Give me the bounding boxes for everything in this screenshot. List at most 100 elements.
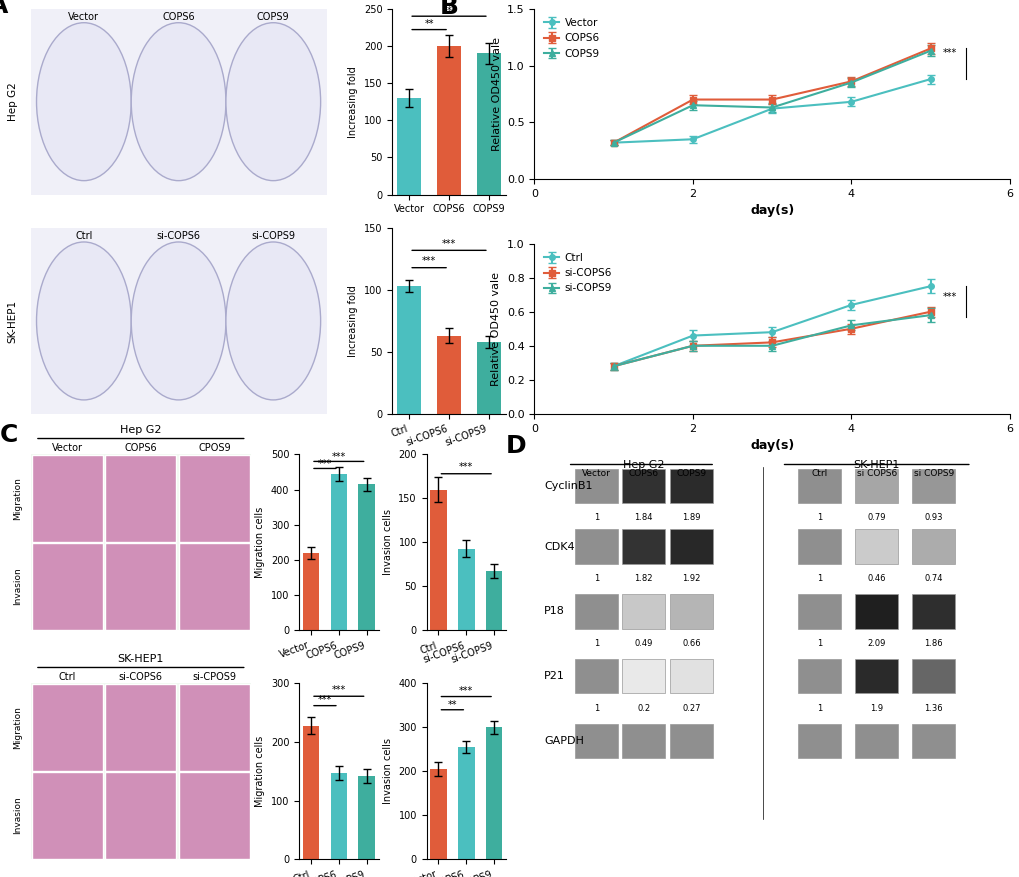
Text: 1.86: 1.86 — [923, 638, 943, 648]
X-axis label: day(s): day(s) — [749, 439, 794, 453]
Bar — [798, 594, 841, 629]
Bar — [485, 571, 501, 631]
Bar — [855, 530, 897, 564]
Bar — [437, 46, 461, 195]
Bar — [105, 684, 176, 771]
Bar — [911, 659, 954, 694]
Text: P21: P21 — [543, 671, 565, 681]
Text: Hep G2: Hep G2 — [8, 82, 17, 121]
Text: COPS9: COPS9 — [257, 11, 289, 22]
Bar — [855, 468, 897, 503]
Bar — [330, 773, 346, 859]
Y-axis label: Migration cells: Migration cells — [255, 507, 265, 578]
Text: Ctrl: Ctrl — [75, 231, 93, 241]
Text: 0.27: 0.27 — [682, 703, 700, 712]
Bar — [430, 769, 446, 859]
Text: Invasion: Invasion — [13, 796, 21, 834]
Bar — [178, 455, 250, 542]
Legend: Vector, COPS6, COPS9: Vector, COPS6, COPS9 — [539, 14, 603, 63]
Bar — [911, 468, 954, 503]
Text: 1: 1 — [816, 703, 821, 712]
Text: si-CPOS9: si-CPOS9 — [193, 672, 236, 681]
Text: COPS6: COPS6 — [628, 468, 658, 478]
Text: SK-HEP1: SK-HEP1 — [117, 654, 164, 664]
Bar — [798, 530, 841, 564]
X-axis label: day(s): day(s) — [749, 204, 794, 217]
Text: GAPDH: GAPDH — [543, 736, 583, 746]
Ellipse shape — [131, 23, 225, 181]
Text: ***: *** — [422, 256, 436, 266]
Y-axis label: Invasion cells: Invasion cells — [382, 510, 392, 575]
Text: P18: P18 — [543, 606, 565, 617]
Y-axis label: Relative OD450 vale: Relative OD450 vale — [491, 37, 501, 151]
Bar — [855, 594, 897, 629]
Bar — [798, 724, 841, 759]
Text: SK-HEP1: SK-HEP1 — [8, 299, 17, 343]
Text: COPS6: COPS6 — [162, 11, 195, 22]
Text: 0.49: 0.49 — [634, 638, 652, 648]
Bar — [622, 724, 664, 759]
Bar — [669, 659, 712, 694]
Text: 1: 1 — [593, 638, 598, 648]
Y-axis label: Invasion cells: Invasion cells — [382, 738, 392, 804]
Bar — [485, 727, 501, 859]
Bar — [575, 659, 618, 694]
Text: COPS9: COPS9 — [676, 468, 706, 478]
Text: CPOS9: CPOS9 — [198, 443, 230, 453]
Bar — [32, 773, 103, 859]
Bar — [458, 747, 474, 859]
Text: ***: *** — [942, 292, 956, 302]
Bar — [430, 489, 446, 631]
Text: si-COPS9: si-COPS9 — [251, 231, 294, 241]
Bar — [105, 455, 176, 542]
Text: 1.92: 1.92 — [682, 574, 700, 583]
Bar — [669, 530, 712, 564]
Bar — [911, 724, 954, 759]
Bar — [669, 594, 712, 629]
Bar — [911, 594, 954, 629]
Text: 1.9: 1.9 — [869, 703, 882, 712]
Bar — [855, 724, 897, 759]
Bar — [477, 342, 500, 414]
Text: si COPS9: si COPS9 — [913, 468, 953, 478]
Text: ***: *** — [441, 239, 455, 248]
Bar — [575, 468, 618, 503]
Bar — [622, 468, 664, 503]
Text: **: ** — [424, 19, 433, 29]
Text: Vector: Vector — [68, 11, 99, 22]
Bar — [911, 530, 954, 564]
Bar — [458, 549, 474, 631]
Bar — [437, 336, 461, 414]
Text: C: C — [0, 423, 18, 446]
Text: ***: *** — [459, 462, 473, 472]
Text: 0.66: 0.66 — [682, 638, 700, 648]
Bar — [178, 544, 250, 630]
Text: A: A — [0, 0, 8, 18]
Bar — [622, 659, 664, 694]
Text: COPS6: COPS6 — [124, 443, 157, 453]
Text: ***: *** — [318, 459, 332, 468]
Y-axis label: Increasing fold: Increasing fold — [348, 285, 358, 357]
Text: 0.46: 0.46 — [866, 574, 886, 583]
Bar — [798, 468, 841, 503]
Bar — [32, 455, 103, 542]
Text: 0.2: 0.2 — [637, 703, 650, 712]
Text: **: ** — [447, 700, 457, 709]
Bar — [575, 530, 618, 564]
Ellipse shape — [225, 23, 320, 181]
Text: 1.89: 1.89 — [682, 513, 700, 522]
Text: ***: *** — [318, 695, 332, 705]
Y-axis label: Migration cells: Migration cells — [255, 736, 265, 807]
Text: CyclinB1: CyclinB1 — [543, 481, 592, 491]
Bar — [358, 776, 375, 859]
Text: D: D — [505, 434, 526, 458]
Bar — [396, 286, 421, 414]
Text: 0.79: 0.79 — [866, 513, 886, 522]
Text: Ctrl: Ctrl — [811, 468, 827, 478]
Ellipse shape — [37, 23, 131, 181]
Text: si COPS6: si COPS6 — [856, 468, 896, 478]
Bar — [32, 684, 103, 771]
Bar — [622, 594, 664, 629]
Ellipse shape — [225, 242, 320, 400]
Bar — [178, 773, 250, 859]
